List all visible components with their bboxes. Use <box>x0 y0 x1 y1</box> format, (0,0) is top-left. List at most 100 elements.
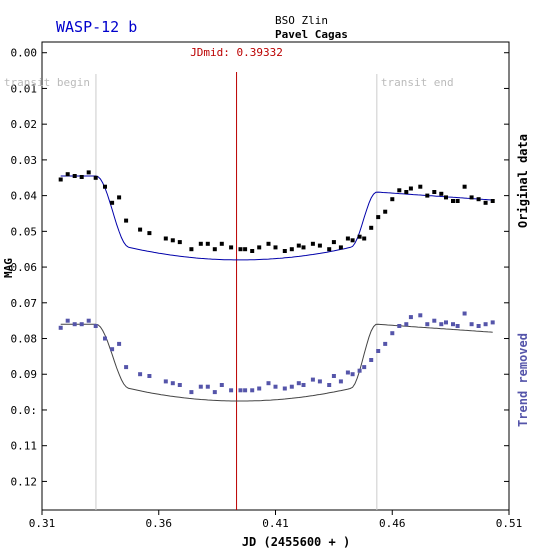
data-point-original <box>404 190 409 194</box>
data-point-original <box>350 238 355 243</box>
data-point-trend-removed <box>345 370 350 375</box>
data-point-original <box>65 172 70 177</box>
data-point-original <box>483 200 488 205</box>
data-point-original <box>170 238 175 243</box>
data-point-trend-removed <box>163 379 168 384</box>
data-point-trend-removed <box>229 388 234 393</box>
x-tick-label: 0.51 <box>496 517 523 530</box>
y-tick-label: 0.05 <box>11 225 38 238</box>
data-point-trend-removed <box>170 381 175 386</box>
plot-frame <box>41 41 510 511</box>
data-point-trend-removed <box>362 365 367 370</box>
y-axis-label: MAG <box>2 258 15 278</box>
data-point-original <box>331 240 336 245</box>
data-point-trend-removed <box>212 390 217 395</box>
data-point-original <box>266 241 271 246</box>
data-point-trend-removed <box>376 349 381 353</box>
data-point-original <box>444 195 448 200</box>
data-point-original <box>177 240 182 245</box>
data-point-trend-removed <box>455 324 460 328</box>
x-tick-label: 0.46 <box>379 517 406 530</box>
data-point-trend-removed <box>444 320 448 325</box>
data-point-original <box>469 195 474 200</box>
fit-curve-original <box>60 175 493 261</box>
x-tick-label: 0.36 <box>146 517 173 530</box>
legend-trend-removed: Trend removed <box>516 333 530 427</box>
data-point-original <box>257 245 262 250</box>
data-point-original <box>383 209 388 214</box>
data-point-original <box>369 225 374 230</box>
data-point-trend-removed <box>72 322 77 327</box>
data-point-trend-removed <box>425 322 430 327</box>
data-point-original <box>462 184 467 189</box>
data-point-original <box>432 190 437 194</box>
data-point-original <box>455 199 460 203</box>
y-tick-label: 0.00 <box>11 47 38 60</box>
data-point-trend-removed <box>310 377 315 382</box>
data-point-original <box>229 245 234 250</box>
legend-original-data: Original data <box>516 134 530 228</box>
data-point-original <box>79 175 84 179</box>
data-point-original <box>198 241 203 246</box>
data-point-original <box>273 245 278 250</box>
data-point-trend-removed <box>257 386 262 391</box>
data-point-trend-removed <box>65 318 70 323</box>
data-point-original <box>439 191 444 196</box>
data-point-trend-removed <box>404 322 409 327</box>
data-point-trend-removed <box>432 318 437 323</box>
data-point-original <box>250 249 255 253</box>
data-point-trend-removed <box>177 383 182 387</box>
data-point-original <box>310 241 315 246</box>
data-point-original <box>124 218 129 223</box>
chart-title: WASP-12 b <box>56 18 137 36</box>
data-point-trend-removed <box>451 322 455 327</box>
data-point-original <box>103 184 107 189</box>
data-point-trend-removed <box>439 322 444 327</box>
data-point-trend-removed <box>331 374 336 378</box>
data-point-original <box>345 236 350 241</box>
data-point-trend-removed <box>243 388 248 393</box>
observer-label: Pavel Cagas <box>275 28 348 41</box>
data-point-original <box>189 247 194 252</box>
data-point-trend-removed <box>390 331 395 336</box>
data-point-original <box>390 197 395 202</box>
data-point-trend-removed <box>369 358 374 362</box>
y-tick-label: 0.06 <box>11 261 38 274</box>
data-point-original <box>86 170 91 175</box>
data-point-trend-removed <box>327 383 332 387</box>
y-tick-label: 0.11 <box>11 440 38 453</box>
y-tick-label: 0.04 <box>11 190 38 203</box>
data-point-trend-removed <box>476 324 481 328</box>
data-point-original <box>72 174 77 178</box>
data-point-original <box>296 243 301 248</box>
data-point-original <box>243 247 248 252</box>
data-point-trend-removed <box>205 384 210 389</box>
data-point-trend-removed <box>408 315 413 320</box>
y-tick-label: 0.02 <box>11 118 38 131</box>
data-point-trend-removed <box>198 384 203 389</box>
data-point-original <box>327 247 332 252</box>
data-point-original <box>408 186 413 191</box>
data-point-trend-removed <box>86 318 91 323</box>
data-point-trend-removed <box>138 372 143 377</box>
y-tick-label: 0.01 <box>11 82 38 95</box>
y-tick-label: 0.03 <box>11 154 38 167</box>
x-axis-label: JD (2455600 + ) <box>242 535 350 549</box>
y-tick-label: 0.12 <box>11 475 38 488</box>
data-point-trend-removed <box>357 368 362 373</box>
data-point-trend-removed <box>250 388 255 393</box>
jdmid-label: JDmid: 0.39332 <box>190 46 283 59</box>
data-point-trend-removed <box>383 341 388 346</box>
data-point-original <box>138 227 143 232</box>
data-point-original <box>362 236 367 241</box>
data-point-trend-removed <box>483 322 488 327</box>
data-point-trend-removed <box>289 384 294 389</box>
data-point-original <box>338 245 343 250</box>
y-tick-label: 0.07 <box>11 297 38 310</box>
data-point-original <box>147 231 152 236</box>
data-point-original <box>301 245 306 250</box>
data-point-original <box>376 215 381 220</box>
data-point-trend-removed <box>397 324 402 328</box>
data-point-original <box>212 247 217 252</box>
